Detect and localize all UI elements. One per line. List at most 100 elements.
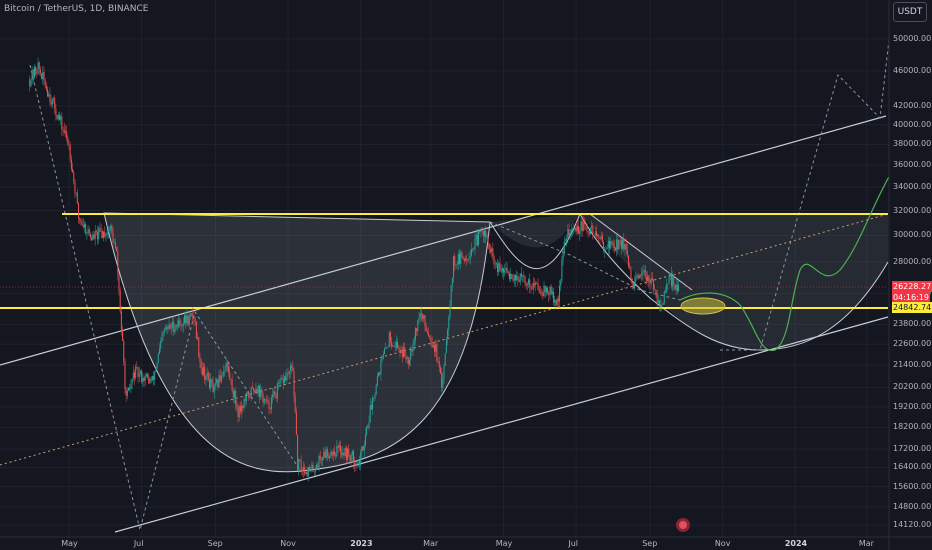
candle-body [423, 315, 425, 320]
candle-body [106, 231, 108, 236]
candle-body [288, 371, 290, 374]
candle-body [504, 269, 506, 273]
candle-body [139, 370, 141, 374]
candle-body [379, 372, 381, 375]
candle-body [188, 316, 190, 325]
cup-right-arc [579, 213, 889, 351]
candle-body [75, 192, 77, 194]
candle-body [108, 229, 110, 231]
candle-body [343, 452, 345, 456]
candle-body [417, 319, 419, 332]
candle-body [454, 256, 456, 265]
candle-body [285, 376, 287, 381]
candle-body [394, 346, 396, 348]
event-marker-icon[interactable] [676, 518, 690, 532]
candle-body [154, 371, 156, 380]
candle-body [261, 389, 263, 395]
candle-body [392, 346, 394, 347]
candle-body [44, 80, 46, 87]
candle-body [303, 466, 305, 471]
price-tick-label: 46000.00 [893, 66, 932, 76]
candle-body [406, 357, 408, 360]
candle-body [244, 399, 246, 402]
candle-body [481, 230, 483, 232]
currency-button[interactable]: USDT [893, 2, 927, 22]
candle-body [224, 369, 226, 372]
candle-body [206, 372, 208, 376]
candle-body [283, 376, 285, 384]
price-tick-label: 16400.00 [893, 462, 932, 472]
candle-body [348, 448, 350, 455]
candle-body [657, 300, 659, 303]
candle-body [255, 389, 257, 392]
candle-body [297, 434, 299, 471]
candle-body [397, 341, 399, 349]
candle-body [372, 397, 374, 410]
candle-body [516, 276, 518, 281]
candle-body [522, 275, 524, 277]
candle-body [183, 315, 185, 324]
candle-body [678, 284, 680, 292]
candle-body [463, 259, 465, 262]
candle-body [332, 451, 334, 456]
candle-body [524, 276, 526, 284]
candle-body [135, 366, 137, 379]
candle-body [507, 272, 509, 274]
price-tick-label: 38000.00 [893, 139, 932, 149]
candle-body [399, 348, 401, 354]
candle-body [359, 460, 360, 466]
candle-body [474, 239, 476, 250]
candle-body [560, 280, 562, 286]
candle-body [47, 89, 49, 97]
candle-body [625, 244, 627, 251]
candle-body [607, 241, 609, 248]
candle-body [455, 264, 457, 266]
candle-body [42, 71, 44, 80]
candle-body [238, 406, 240, 418]
candle-body [31, 69, 33, 81]
candle-body [503, 268, 505, 273]
candle-body [613, 245, 615, 248]
candle-body [142, 377, 144, 383]
candle-body [412, 343, 414, 352]
candle-body [64, 131, 66, 133]
candle-body [575, 227, 577, 232]
candle-body [462, 257, 464, 260]
candle-body [293, 371, 295, 398]
candle-body [435, 343, 437, 352]
candle-body [643, 269, 645, 272]
candle-body [373, 397, 375, 399]
candle-body [550, 286, 552, 294]
candle-body [530, 286, 532, 289]
candle-body [157, 353, 159, 363]
candle-body [564, 241, 566, 242]
price-tick-label: 18200.00 [893, 422, 932, 432]
candle-body [161, 337, 163, 342]
candle-body [228, 366, 230, 372]
candle-body [217, 379, 219, 388]
candle-body [628, 255, 630, 267]
candle-body [650, 278, 652, 284]
cup-left-shape [103, 212, 491, 473]
candle-body [78, 203, 80, 218]
candle-body [287, 373, 289, 374]
support-price-value: 24842.74 [893, 303, 932, 313]
candle-body [459, 253, 461, 264]
highlight-ellipse [680, 297, 726, 315]
candle-body [222, 375, 224, 377]
candle-body [132, 372, 134, 379]
candle-body [486, 235, 488, 237]
candle-body [310, 469, 312, 472]
candle-body [232, 390, 234, 398]
candle-body [478, 231, 480, 246]
candle-body [461, 252, 463, 258]
candle-body [456, 264, 458, 265]
candle-body [253, 387, 255, 391]
candle-body [147, 374, 149, 378]
candle-body [105, 235, 107, 237]
candle-body [93, 234, 95, 239]
candle-body [328, 456, 330, 459]
candle-body [178, 320, 180, 327]
candle-body [153, 375, 155, 380]
